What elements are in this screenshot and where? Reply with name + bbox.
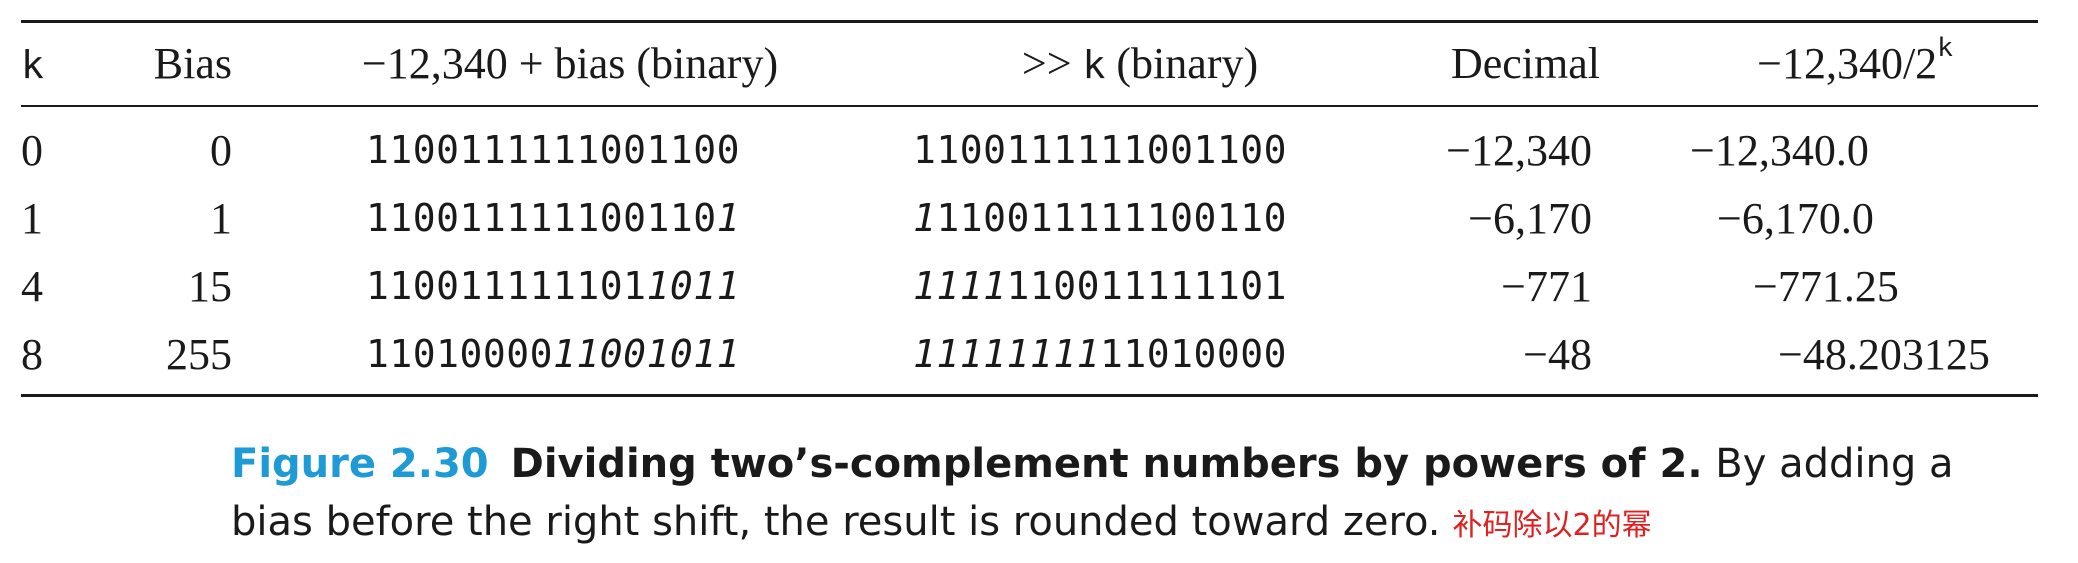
sum-plain-bits: 110011111101	[366, 264, 647, 308]
table-bottom-rule	[21, 394, 2038, 397]
shift-sign-bits: 11111111	[913, 332, 1101, 376]
shift-plain-bits: 11010000	[1100, 332, 1288, 376]
sum-added-bits: 1011	[646, 264, 741, 308]
cell-sum-binary: 1100111111001101	[366, 199, 740, 237]
cell-decimal: −48	[1523, 330, 1592, 379]
cell-k: 0	[21, 126, 43, 175]
figure-label: Figure 2.30	[231, 441, 489, 487]
cell-shift-binary: 1111111111010000	[913, 335, 1287, 373]
sum-plain-bits: 1100111111001100	[366, 128, 741, 172]
cell-bias: 1	[210, 194, 232, 243]
header-k: k	[21, 43, 44, 87]
header-quotient-base: −12,340/2	[1757, 39, 1938, 88]
sum-plain-bits: 110011111100110	[366, 196, 717, 240]
header-shift-suffix: (binary)	[1116, 39, 1259, 88]
shift-plain-bits: 110011111101	[1006, 264, 1288, 308]
cell-shift-binary: 1111110011111101	[913, 267, 1287, 305]
cell-bias: 255	[166, 330, 232, 379]
cell-decimal: −6,170	[1468, 194, 1592, 243]
header-bias: Bias	[153, 39, 232, 88]
header-shift-op: >>	[1021, 39, 1072, 88]
cell-decimal: −771	[1501, 262, 1592, 311]
header-shift-k: k	[1082, 43, 1106, 87]
table-top-rule	[21, 20, 2038, 23]
cell-bias: 0	[210, 126, 232, 175]
cell-bias: 15	[188, 262, 232, 311]
shift-sign-bits: 1111	[913, 264, 1007, 308]
cell-sum-binary: 1100111111011011	[366, 267, 740, 305]
cell-decimal: −12,340	[1446, 126, 1592, 175]
cell-quotient: −6,170.0	[1717, 194, 1874, 243]
table-header-rule	[21, 105, 2038, 107]
figure-caption: Figure 2.30 Dividing two’s-complement num…	[231, 435, 2041, 555]
header-sum-binary: −12,340 + bias (binary)	[361, 39, 779, 88]
cell-quotient: −12,340.0	[1690, 126, 1869, 175]
handwritten-annotation: 补码除以2的幂	[1452, 508, 1652, 543]
header-quotient-exp: k	[1937, 33, 1953, 64]
cell-quotient: −771.25	[1753, 262, 1899, 311]
shift-plain-bits: 1100111111001100	[913, 128, 1288, 172]
cell-sum-binary: 1100111111001100	[366, 131, 740, 169]
sum-plain-bits: 11010000	[366, 332, 554, 376]
shift-sign-bits: 1	[913, 196, 937, 240]
figure-caption-body: By adding a bias before the right shift,…	[231, 441, 1954, 545]
cell-quotient: −48.203125	[1778, 330, 1990, 379]
header-decimal: Decimal	[1450, 39, 1600, 88]
cell-shift-binary: 1100111111001100	[913, 131, 1287, 169]
cell-shift-binary: 1110011111100110	[913, 199, 1287, 237]
cell-k: 1	[21, 194, 43, 243]
shift-plain-bits: 110011111100110	[936, 196, 1288, 240]
sum-added-bits: 1	[716, 196, 741, 240]
sum-added-bits: 11001011	[553, 332, 741, 376]
header-shift-binary: >> k (binary)	[900, 42, 1380, 86]
header-quotient: −12,340/2k	[1690, 35, 2020, 88]
figure-title: Dividing two’s-complement numbers by pow…	[510, 441, 1703, 487]
cell-sum-binary: 1101000011001011	[366, 335, 740, 373]
cell-k: 4	[21, 262, 43, 311]
cell-k: 8	[21, 330, 43, 379]
